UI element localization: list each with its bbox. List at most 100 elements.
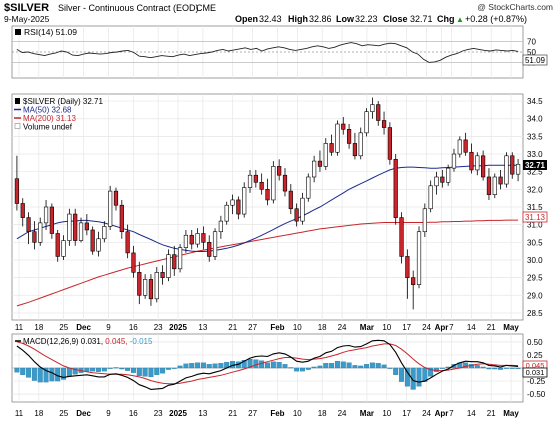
- macd-legend: MACD(12,26,9) 0.031, 0.045, -0.015: [15, 337, 153, 346]
- macd-histogram-bar: [474, 365, 480, 369]
- x-axis-label: 25: [59, 409, 68, 418]
- candle: [376, 101, 381, 126]
- x-axis-label: 24: [422, 323, 431, 332]
- macd-histogram-bar: [142, 367, 148, 377]
- macd-histogram-bar: [84, 367, 90, 372]
- candle: [317, 150, 323, 172]
- macd-histogram-bar: [270, 361, 276, 369]
- macd-tag: 0.031: [522, 367, 548, 378]
- x-axis-label: May: [503, 323, 519, 332]
- x-axis-label: 18: [34, 323, 43, 332]
- candle: [207, 235, 212, 262]
- macd-histogram-bar: [334, 361, 340, 369]
- svg-text:0.045: 0.045: [526, 361, 545, 370]
- price-tick-label: 31.0: [527, 221, 543, 230]
- x-axis-label: Dec: [76, 409, 91, 418]
- macd-histogram-bar: [189, 363, 195, 369]
- candle: [26, 212, 31, 245]
- macd-histogram-bar: [37, 367, 43, 383]
- chart-symbol: $SILVER: [4, 2, 49, 14]
- macd-histogram-bar: [416, 367, 422, 387]
- macd-tick-label: -0.25: [527, 377, 546, 386]
- box-key-icon: [14, 123, 21, 129]
- macd-histogram-bar: [14, 367, 20, 373]
- chart-date: 9-May-2025: [4, 14, 50, 24]
- macd-histogram-bar: [492, 367, 498, 370]
- price-tick-label: 34.5: [527, 97, 543, 106]
- candle: [475, 152, 480, 176]
- chart-exchange: CME: [196, 3, 216, 13]
- price-legend-label: Volume undef: [23, 123, 73, 132]
- candle: [125, 224, 130, 259]
- macd-histogram-bar: [265, 362, 270, 369]
- macd-histogram-bar: [428, 367, 434, 377]
- macd-histogram-bar: [259, 360, 265, 369]
- candle: [154, 267, 159, 303]
- candle: [282, 168, 288, 197]
- macd-histogram-bar: [480, 366, 486, 369]
- macd-histogram-bar: [369, 362, 375, 369]
- candle: [469, 143, 474, 174]
- candle-key-icon: [15, 98, 20, 104]
- candle: [434, 171, 439, 195]
- price-tick-label: 33.5: [527, 132, 543, 141]
- candle: [201, 226, 206, 250]
- macd-histogram-bar: [148, 367, 154, 378]
- x-axis-label: 21: [228, 409, 237, 418]
- price-tick-label: 34.0: [527, 115, 543, 124]
- macd-histogram-bar: [107, 367, 113, 369]
- x-axis-label: 24: [338, 323, 347, 332]
- rsi-line: [16, 42, 519, 63]
- price-legend-label: MA(50) 32.68: [23, 106, 72, 115]
- candle: [288, 184, 293, 215]
- price-tick-label: 30.0: [527, 256, 543, 265]
- x-axis-label: 18: [318, 409, 327, 418]
- x-axis-label: 21: [487, 409, 496, 418]
- macd-histogram-bar: [410, 367, 416, 390]
- candle: [300, 192, 305, 225]
- candle: [486, 168, 492, 200]
- macd-histogram-bar: [503, 367, 509, 369]
- candle: [183, 229, 189, 253]
- candle: [43, 199, 49, 230]
- candle: [224, 201, 229, 225]
- macd-signal-line: [16, 341, 519, 385]
- rsi-tick-label: 70: [527, 38, 536, 47]
- macd-histogram-bar: [288, 367, 294, 369]
- candle: [108, 185, 113, 230]
- x-axis-label: May: [503, 409, 519, 418]
- candle: [364, 108, 369, 137]
- macd-histogram-bar: [61, 367, 67, 380]
- x-axis-label: 17: [402, 323, 411, 332]
- candle: [166, 249, 171, 282]
- candle: [335, 120, 340, 156]
- price-legend-item: $SILVER (Daily) 32.71: [15, 97, 103, 106]
- candle: [481, 150, 486, 181]
- x-axis-label: 27: [248, 323, 257, 332]
- candle: [271, 161, 276, 204]
- candle: [515, 158, 521, 182]
- macd-label-signal: 0.045,: [105, 337, 129, 346]
- macd-histogram-bar: [212, 363, 218, 369]
- macd-histogram-bar: [43, 367, 49, 383]
- macd-histogram-bar: [294, 367, 300, 372]
- candle: [148, 274, 154, 306]
- x-axis-label: Mar: [360, 323, 374, 332]
- candle: [352, 132, 358, 160]
- macd-histogram-bar: [399, 367, 405, 382]
- candle: [113, 187, 119, 211]
- macd-histogram-bar: [125, 367, 131, 371]
- price-legend-item: Volume undef: [14, 123, 73, 132]
- candle: [189, 229, 194, 250]
- chg-label: Chg: [437, 14, 455, 24]
- candle: [84, 214, 89, 236]
- price-tick-label: 29.0: [527, 291, 543, 300]
- macd-tick-label: 0.50: [527, 338, 543, 347]
- macd-histogram-bar: [31, 367, 37, 381]
- candle: [416, 226, 422, 289]
- x-axis-label: 24: [422, 409, 431, 418]
- candle: [294, 203, 299, 227]
- candle: [323, 138, 328, 170]
- candle: [49, 203, 54, 239]
